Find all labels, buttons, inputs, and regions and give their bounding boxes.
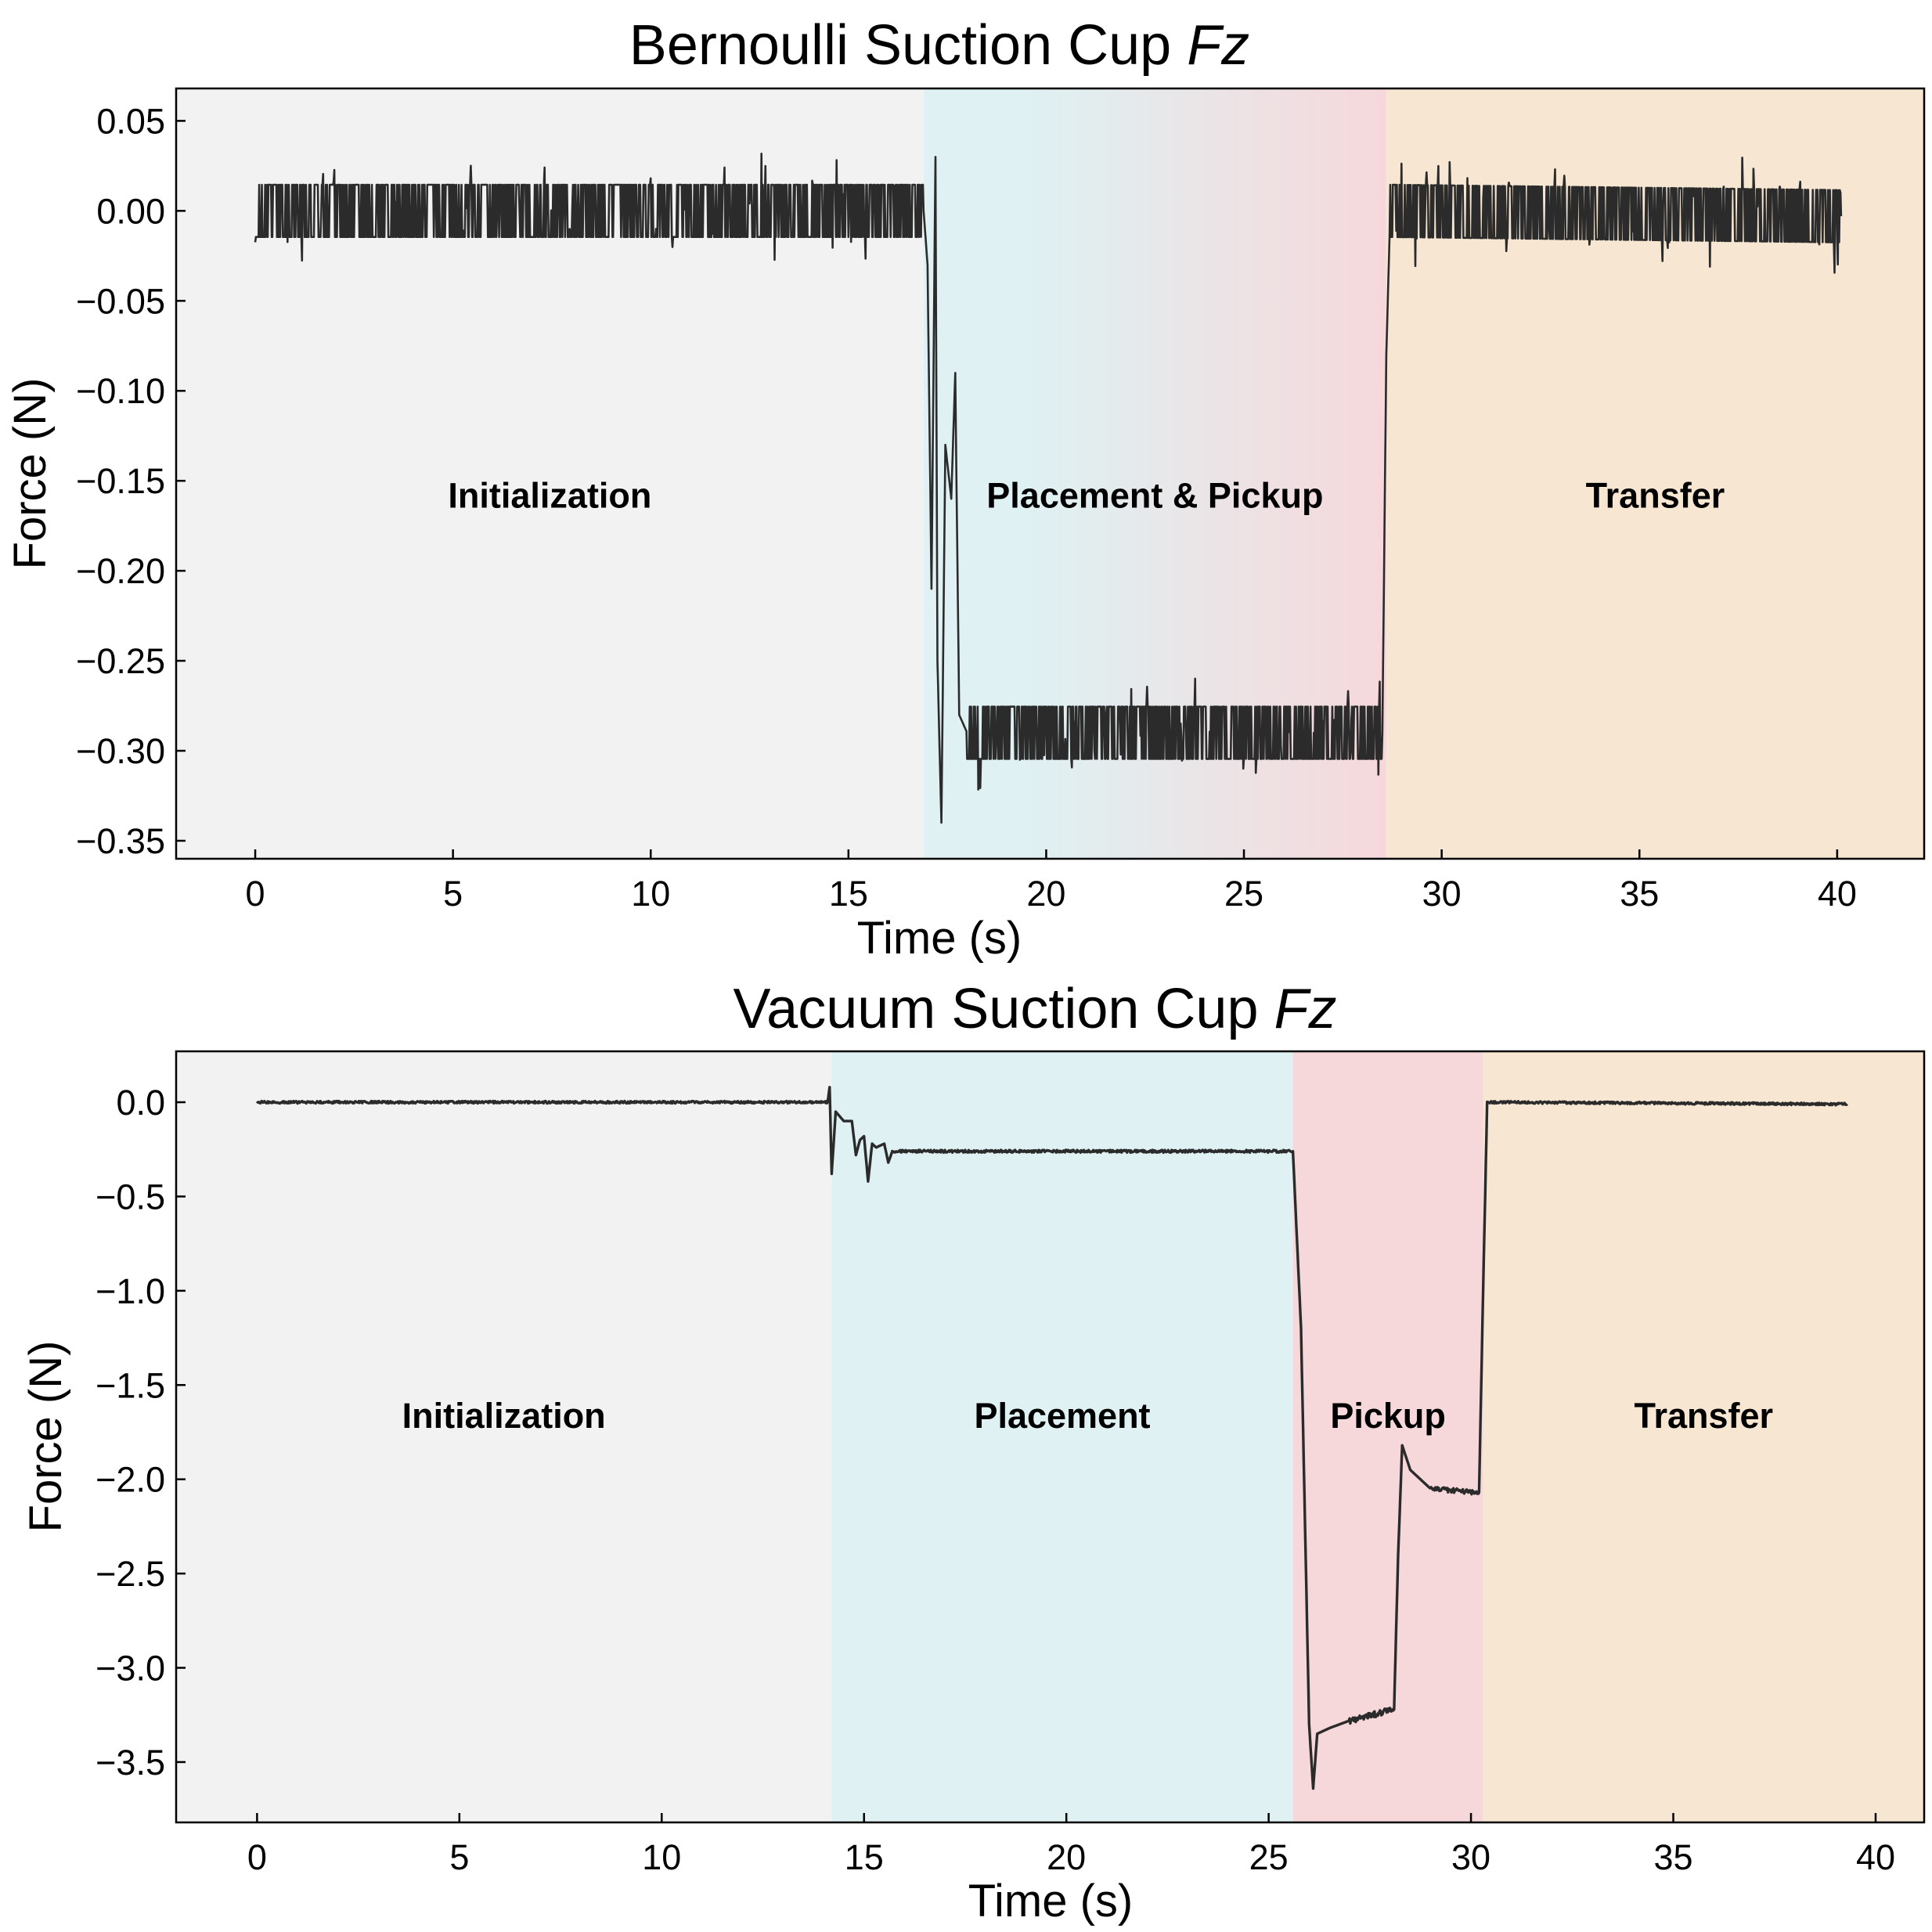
x-tick-label: 20 bbox=[1047, 1837, 1086, 1877]
x-axis-ticks: 0 5 10 15 20 25 30 35 40 bbox=[246, 849, 1857, 914]
bernoulli-chart: Bernoulli Suction Cup Fz 0.05 0.00 −0.05 −0… bbox=[5, 14, 1926, 964]
phase-labels: Initialization Placement Pickup Transfer bbox=[402, 1396, 1773, 1436]
x-tick-label: 30 bbox=[1451, 1837, 1490, 1877]
y-tick-label: 0.0 bbox=[116, 1083, 165, 1123]
x-tick-label: 25 bbox=[1249, 1837, 1289, 1877]
y-tick-label: −0.5 bbox=[96, 1177, 165, 1217]
plot-frame bbox=[175, 87, 1926, 860]
phase-label: Placement bbox=[974, 1396, 1150, 1436]
x-tick-label: 35 bbox=[1620, 874, 1659, 914]
x-tick-label: 40 bbox=[1856, 1837, 1895, 1877]
phase-label: Placement & Pickup bbox=[986, 476, 1323, 516]
y-tick-label: −1.0 bbox=[96, 1271, 165, 1311]
phase-band bbox=[176, 1051, 832, 1822]
phase-labels: Initialization Placement & Pickup Transfer bbox=[448, 476, 1725, 516]
y-tick-label: 0.00 bbox=[96, 191, 165, 231]
chart-title: Bernoulli Suction Cup Fz bbox=[629, 14, 1249, 77]
y-axis-label: Force (N) bbox=[5, 378, 56, 570]
phase-label: Transfer bbox=[1634, 1396, 1773, 1436]
y-axis-ticks: 0.05 0.00 −0.05 −0.10 −0.15 −0.20 −0.25 −0.30 −0… bbox=[76, 101, 186, 861]
y-tick-label: −1.5 bbox=[96, 1365, 165, 1405]
x-tick-label: 5 bbox=[449, 1837, 469, 1877]
x-axis-label: Time (s) bbox=[968, 1876, 1133, 1927]
phase-backgrounds bbox=[176, 1051, 1924, 1822]
phase-label: Pickup bbox=[1330, 1396, 1446, 1436]
x-axis-label: Time (s) bbox=[857, 913, 1022, 964]
x-tick-label: 0 bbox=[246, 874, 265, 914]
y-tick-label: −0.10 bbox=[76, 371, 165, 411]
x-tick-label: 15 bbox=[829, 874, 868, 914]
plot-frame bbox=[175, 1050, 1926, 1824]
x-tick-label: 15 bbox=[845, 1837, 884, 1877]
x-tick-label: 5 bbox=[443, 874, 463, 914]
y-tick-label: −0.35 bbox=[76, 821, 165, 861]
phase-label: Transfer bbox=[1586, 476, 1725, 516]
force-line bbox=[255, 1086, 1848, 1790]
y-tick-label: −0.30 bbox=[76, 731, 165, 771]
y-tick-label: −2.0 bbox=[96, 1460, 165, 1500]
x-tick-label: 10 bbox=[642, 1837, 681, 1877]
force-series bbox=[255, 1086, 1848, 1790]
force-series bbox=[254, 153, 1843, 824]
phase-label: Initialization bbox=[448, 476, 651, 516]
x-tick-label: 10 bbox=[631, 874, 670, 914]
x-axis-ticks: 0 5 10 15 20 25 30 35 40 bbox=[247, 1813, 1895, 1877]
phase-label: Initialization bbox=[402, 1396, 606, 1436]
y-tick-label: −2.5 bbox=[96, 1554, 165, 1594]
y-tick-label: −0.05 bbox=[76, 281, 165, 321]
y-axis-label: Force (N) bbox=[20, 1341, 71, 1533]
y-tick-label: −0.25 bbox=[76, 641, 165, 681]
phase-band bbox=[831, 1051, 1293, 1822]
x-tick-label: 20 bbox=[1026, 874, 1065, 914]
x-tick-label: 30 bbox=[1422, 874, 1462, 914]
y-tick-label: −0.20 bbox=[76, 551, 165, 591]
x-tick-label: 35 bbox=[1653, 1837, 1692, 1877]
force-line bbox=[254, 153, 1843, 824]
phase-band bbox=[1483, 1051, 1924, 1822]
y-tick-label: 0.05 bbox=[96, 101, 165, 141]
chart-title: Vacuum Suction Cup Fz bbox=[733, 978, 1336, 1040]
x-tick-label: 0 bbox=[247, 1837, 267, 1877]
x-tick-label: 25 bbox=[1224, 874, 1263, 914]
x-tick-label: 40 bbox=[1818, 874, 1857, 914]
y-axis-ticks: 0.0 −0.5 −1.0 −1.5 −2.0 −2.5 −3.0 −3.5 bbox=[96, 1083, 186, 1782]
y-tick-label: −3.0 bbox=[96, 1649, 165, 1689]
y-tick-label: −3.5 bbox=[96, 1743, 165, 1782]
phase-band bbox=[1292, 1051, 1483, 1822]
vacuum-chart: Vacuum Suction Cup Fz 0.0 −0.5 −1.0 −1.5 −2.… bbox=[20, 978, 1926, 1927]
y-tick-label: −0.15 bbox=[76, 461, 165, 501]
